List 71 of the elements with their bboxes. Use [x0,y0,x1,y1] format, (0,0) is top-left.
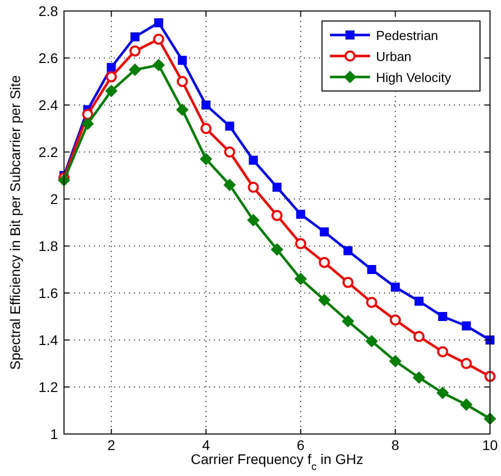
point [484,370,496,382]
x-tick-label: 8 [391,437,400,453]
y-tick-label: 2.4 [38,97,58,113]
point [176,76,188,87]
y-tick-label: 1.8 [38,238,58,254]
point [106,62,116,72]
x-tick-label: 6 [296,437,305,453]
x-tick-label: 2 [107,437,116,453]
point [318,294,330,306]
point [462,321,471,330]
point [390,314,401,326]
point [389,355,402,368]
y-tick-label: 2 [50,191,58,207]
point [154,18,164,28]
legend-label: High Velocity [376,70,452,85]
point [106,71,117,82]
point [366,335,378,348]
y-tick-label: 1.6 [38,285,58,301]
point [224,178,236,191]
y-tick-label: 2.8 [38,3,58,19]
point [271,244,283,256]
point [295,238,306,250]
y-tick-label: 1.2 [38,379,58,395]
point [248,182,259,193]
point [176,104,188,116]
point [272,210,282,221]
point [272,182,282,192]
point [460,398,472,411]
point [247,214,260,226]
y-tick-label: 2.6 [38,50,58,66]
point [414,296,424,306]
point [344,246,352,256]
point [342,315,354,328]
point [294,272,307,285]
point [130,32,140,42]
point [342,276,354,288]
point [437,346,448,358]
x-tick-label: 4 [202,437,210,453]
point [367,265,376,274]
point [129,64,141,76]
point [248,156,258,165]
y-axis-title: Spectral Efficiency in Bit per Subcarrier per Site [7,74,23,370]
point [224,146,236,158]
point [438,312,448,321]
point [152,59,165,72]
legend-label: Urban [376,49,412,64]
x-axis-title: Carrier Frequency f$_{c}$ in GHz [190,451,364,473]
point [460,358,472,369]
point [178,56,187,65]
point [202,100,210,110]
point [413,372,425,384]
legend-label: Pedestrian [376,28,438,43]
y-tick-label: 1 [50,426,58,442]
point [318,256,330,268]
point [82,118,94,130]
point [200,123,212,134]
point [82,108,94,120]
point [366,296,378,308]
point [390,282,400,292]
y-tick-label: 2.2 [38,144,58,160]
point [200,153,212,166]
point [320,227,329,236]
point [436,386,449,399]
point [130,45,140,56]
point [414,330,424,342]
point [296,210,306,219]
point [153,34,164,45]
point [225,122,234,131]
x-tick-label: 10 [482,437,498,453]
y-tick-label: 1.4 [38,332,58,348]
point [105,84,118,97]
